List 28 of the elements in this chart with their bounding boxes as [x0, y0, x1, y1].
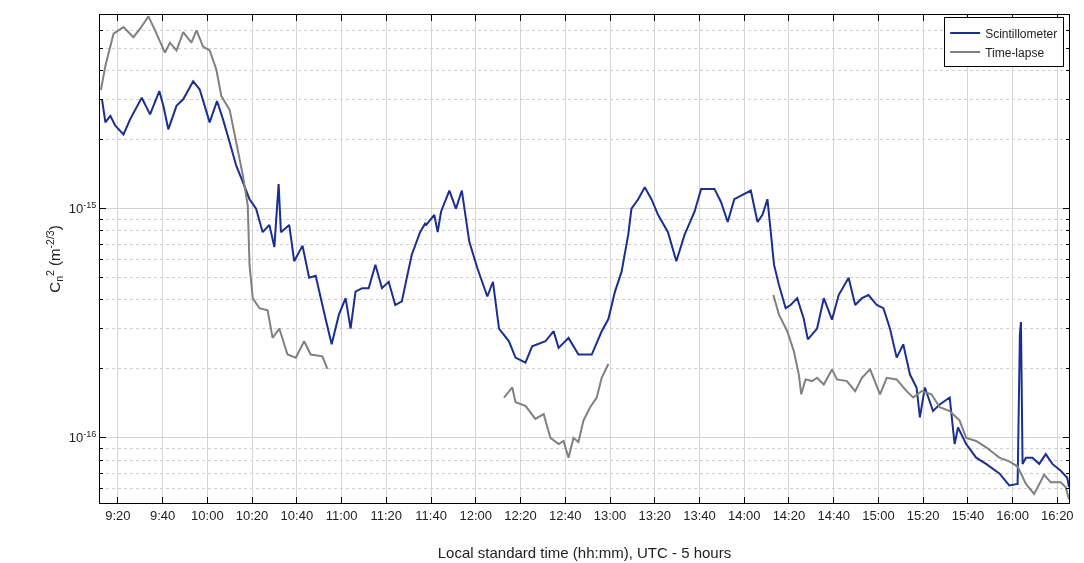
x-tick-label: 14:20: [772, 507, 806, 523]
x-tick-label: 11:00: [325, 507, 358, 523]
x-tick-label: 12:00: [459, 507, 493, 523]
x-tick-label: 14:40: [817, 507, 850, 523]
x-tick-label: 12:20: [504, 507, 537, 523]
x-tick-label: 15:20: [906, 507, 940, 523]
y-tick-label: 10$^{-15}$: [68, 199, 97, 217]
x-tick-label: 10:40: [280, 507, 314, 523]
y-tick-label: 10$^{-16}$: [68, 429, 97, 446]
x-tick-label: 14:00: [727, 507, 761, 523]
legend-label: Time-lapse: [985, 45, 1045, 60]
x-tick-label: 11:20: [370, 507, 403, 523]
legend-label: Scintillometer: [985, 26, 1058, 41]
x-tick-label: 10:00: [191, 507, 224, 523]
x-tick-label: 16:00: [996, 507, 1029, 523]
x-tick-label: 10:20: [235, 507, 269, 523]
x-tick-label: 11:40: [415, 507, 447, 523]
x-tick-label: 16:20: [1041, 507, 1074, 523]
x-tick-label: 15:40: [951, 507, 985, 523]
x-tick-label: 9:40: [150, 507, 176, 523]
line-series: [101, 80, 1069, 489]
x-tick-label: 13:20: [638, 507, 671, 523]
x-tick-label: 15:00: [862, 507, 895, 523]
x-tick-label: 9:20: [105, 507, 131, 523]
x-axis-title: Local standard time (hh:mm), UTC - 5 hours: [437, 544, 732, 561]
x-tick-label: 12:40: [549, 507, 582, 523]
x-tick-label: 13:40: [683, 507, 716, 523]
x-tick-label: 13:00: [593, 507, 627, 523]
